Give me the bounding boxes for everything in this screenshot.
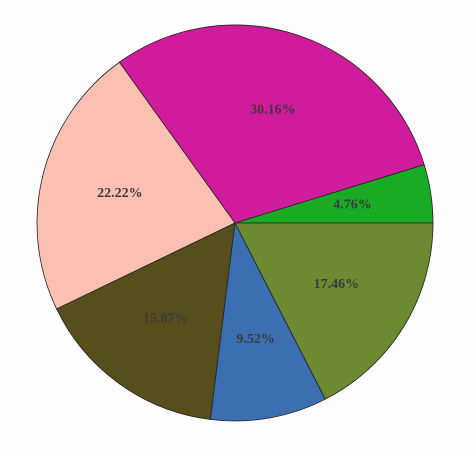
data-label: 30.16%: [250, 103, 296, 118]
pie-slice: [118, 24, 425, 224]
data-label: 15.87%: [143, 312, 189, 327]
data-label: 22.22%: [97, 186, 143, 201]
pie-slice: [56, 222, 236, 420]
data-label: 17.46%: [314, 277, 360, 292]
data-label: 4.76%: [333, 198, 372, 213]
pie-slice: [234, 222, 434, 400]
data-label: 9.52%: [236, 332, 275, 347]
pie-slice: [209, 221, 326, 422]
pie-slice: [36, 61, 236, 310]
